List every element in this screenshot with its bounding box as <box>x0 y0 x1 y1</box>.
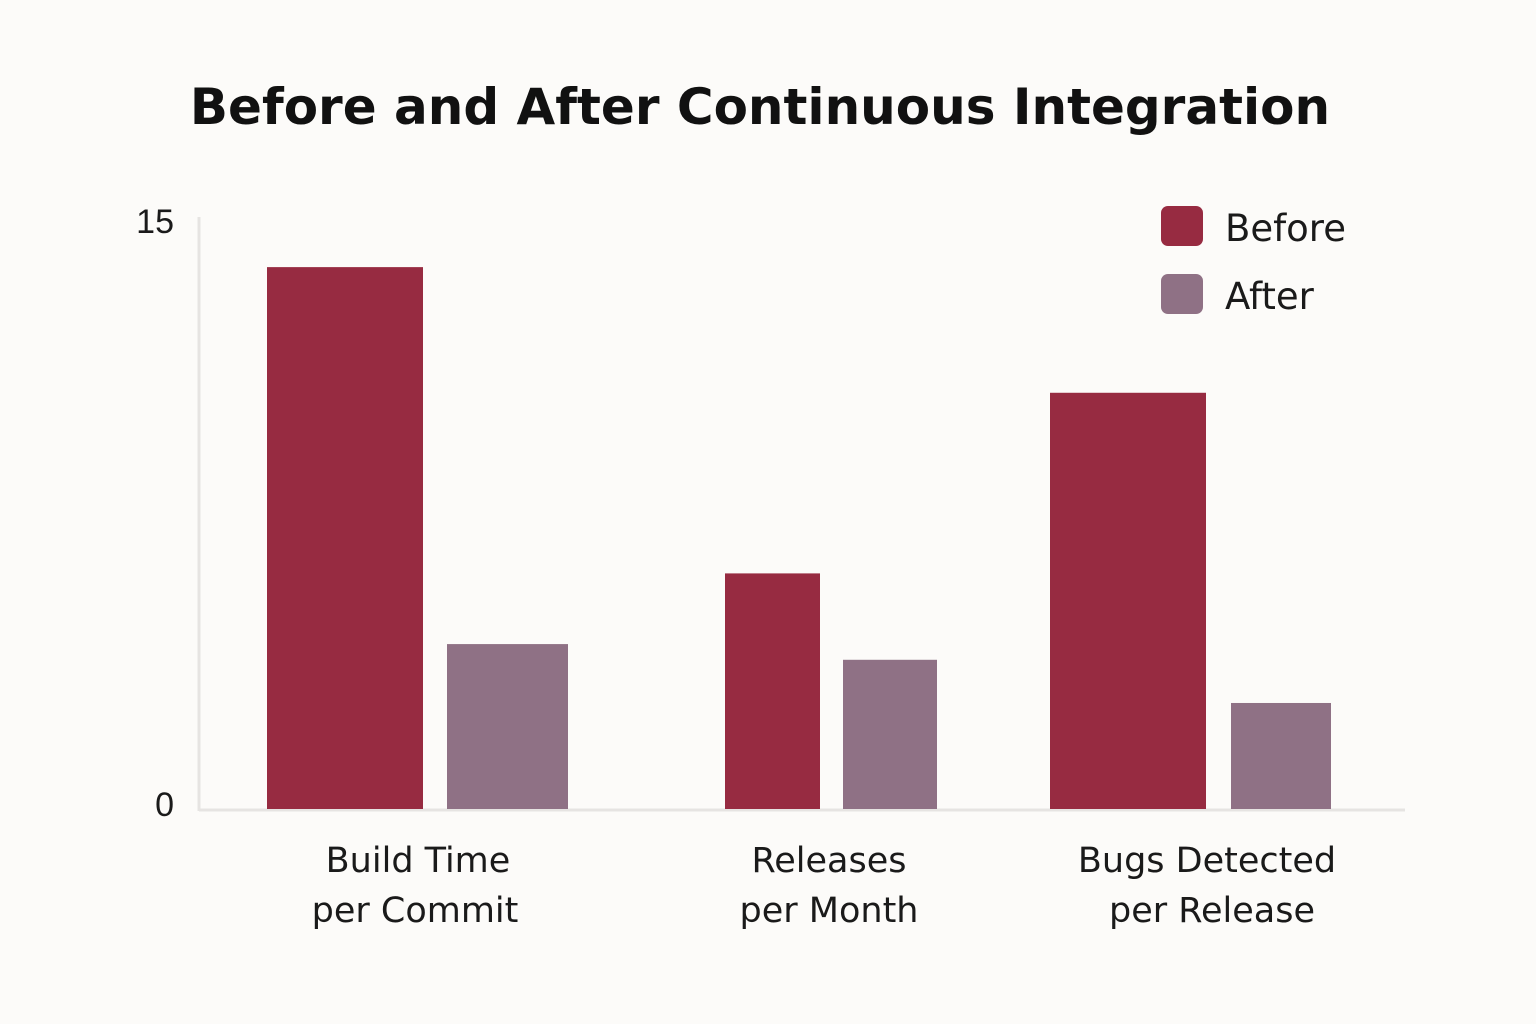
category-label-build-time-line1: Build Time <box>326 841 511 881</box>
category-label-releases-line1: Releases <box>752 841 907 881</box>
category-label-build-time-line2: per Commit <box>312 891 519 931</box>
y-tick-label-max: 15 <box>136 203 174 241</box>
bar-releases-after <box>843 659 937 809</box>
chart-title: Before and After Continuous Integration <box>190 78 1330 136</box>
category-label-bugs-line2: per Release <box>1109 891 1315 931</box>
legend-label-before: Before <box>1225 207 1346 250</box>
legend: Before After <box>1161 206 1346 318</box>
legend-label-after: After <box>1225 275 1315 318</box>
legend-swatch-before <box>1161 206 1203 246</box>
category-label-releases-line2: per Month <box>740 891 919 931</box>
bar-build-time-before <box>267 267 423 809</box>
legend-swatch-after <box>1161 274 1203 314</box>
bar-bugs-after <box>1231 702 1331 809</box>
category-label-bugs-line1: Bugs Detected <box>1078 841 1336 881</box>
bar-bugs-before <box>1050 392 1206 809</box>
bar-releases-before <box>725 573 820 809</box>
bar-build-time-after <box>447 644 568 809</box>
bars-group <box>267 267 1331 809</box>
y-tick-label-min: 0 <box>155 786 174 824</box>
